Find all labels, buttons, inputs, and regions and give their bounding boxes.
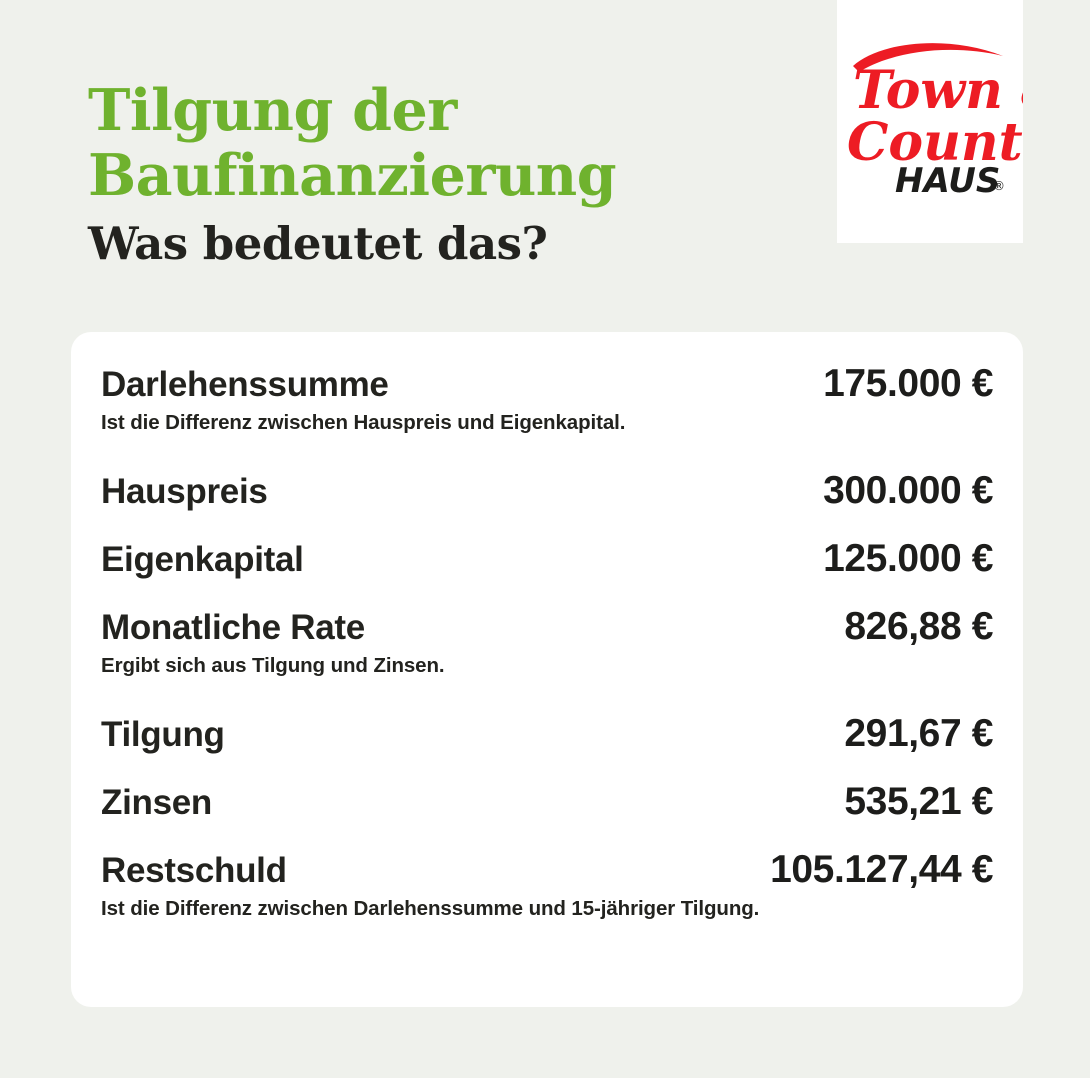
row-value: 175.000 €	[823, 362, 993, 405]
row-value: 291,67 €	[844, 712, 993, 755]
dotted-leader	[306, 570, 822, 571]
list-item: Hauspreis 300.000 €	[101, 469, 993, 513]
row-label: Eigenkapital	[101, 540, 304, 579]
dotted-leader	[270, 502, 822, 503]
spacer	[101, 756, 993, 780]
row-label: Hauspreis	[101, 472, 268, 511]
list-item: Tilgung 291,67 €	[101, 712, 993, 756]
spacer	[101, 581, 993, 605]
header: Tilgung der Baufinanzierung Was bedeutet…	[0, 0, 1090, 332]
row-label: Monatliche Rate	[101, 608, 365, 647]
brand-logo-tile: Town & Country HAUS ®	[837, 0, 1023, 243]
value-row: Hauspreis 300.000 €	[101, 469, 993, 513]
value-row: Monatliche Rate 826,88 €	[101, 605, 993, 649]
list-item: Restschuld 105.127,44 € Ist die Differen…	[101, 848, 993, 921]
logo-word-country: Country	[847, 112, 1023, 173]
list-item: Zinsen 535,21 €	[101, 780, 993, 824]
value-row: Zinsen 535,21 €	[101, 780, 993, 824]
value-row: Tilgung 291,67 €	[101, 712, 993, 756]
row-value: 535,21 €	[844, 780, 993, 823]
spacer	[101, 824, 993, 848]
dotted-leader	[391, 395, 822, 396]
row-label: Restschuld	[101, 851, 287, 890]
dotted-leader	[367, 638, 842, 639]
title-block: Tilgung der Baufinanzierung Was bedeutet…	[88, 78, 788, 270]
spacer	[101, 513, 993, 537]
row-value: 300.000 €	[823, 469, 993, 512]
list-item: Monatliche Rate 826,88 € Ergibt sich aus…	[101, 605, 993, 678]
page-title-line-1: Tilgung der	[88, 77, 457, 144]
row-note: Ist die Differenz zwischen Darlehenssumm…	[101, 897, 760, 920]
logo-registered-trademark-icon: ®	[993, 179, 1005, 193]
page-title-line-2: Baufinanzierung	[88, 142, 617, 209]
dotted-leader	[289, 881, 768, 882]
dotted-leader	[214, 813, 842, 814]
row-label: Darlehenssumme	[101, 365, 389, 404]
dotted-leader	[227, 745, 843, 746]
value-row: Darlehenssumme 175.000 €	[101, 362, 993, 406]
value-row: Restschuld 105.127,44 €	[101, 848, 993, 892]
list-item: Eigenkapital 125.000 €	[101, 537, 993, 581]
row-value: 125.000 €	[823, 537, 993, 580]
list-item: Darlehenssumme 175.000 € Ist die Differe…	[101, 362, 993, 435]
values-card: Darlehenssumme 175.000 € Ist die Differe…	[71, 332, 1023, 1007]
row-note: Ergibt sich aus Tilgung und Zinsen.	[101, 654, 445, 677]
spacer	[101, 435, 993, 469]
page-subtitle: Was bedeutet das?	[88, 217, 548, 270]
row-value: 105.127,44 €	[770, 848, 993, 891]
spacer	[101, 678, 993, 712]
row-label: Tilgung	[101, 715, 225, 754]
row-note: Ist die Differenz zwischen Hauspreis und…	[101, 411, 626, 434]
town-and-country-haus-logo-icon: Town & Country HAUS ®	[847, 43, 1023, 201]
logo-word-haus: HAUS	[895, 161, 1000, 201]
row-label: Zinsen	[101, 783, 212, 822]
value-row: Eigenkapital 125.000 €	[101, 537, 993, 581]
logo-word-town: Town &	[853, 60, 1023, 121]
values-list: Darlehenssumme 175.000 € Ist die Differe…	[101, 362, 993, 921]
row-value: 826,88 €	[844, 605, 993, 648]
